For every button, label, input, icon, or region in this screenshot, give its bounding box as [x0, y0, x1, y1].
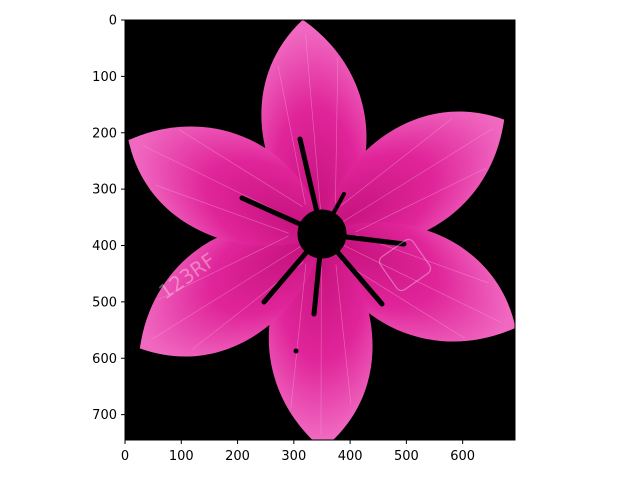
x-tick-label: 400 — [338, 449, 363, 464]
image-area: 123RF — [125, 20, 515, 440]
y-tick-label: 100 — [92, 70, 117, 85]
y-tick-label: 500 — [92, 295, 117, 310]
y-tick-label: 200 — [92, 126, 117, 141]
y-tick-label: 300 — [92, 183, 117, 198]
axes-frame — [124, 19, 516, 441]
y-tick-label: 0 — [109, 14, 117, 29]
x-tick-label: 200 — [225, 449, 250, 464]
x-axis: 0 100 200 300 400 500 600 — [121, 440, 475, 464]
watermark-logo-icon — [378, 238, 432, 292]
y-tick-label: 700 — [92, 408, 117, 423]
x-tick-label: 100 — [169, 449, 194, 464]
petal-spot — [293, 348, 299, 354]
y-tick-label: 600 — [92, 352, 117, 367]
flower-petals — [128, 20, 515, 440]
y-axis: 0 100 200 300 400 500 600 700 — [92, 14, 125, 423]
x-tick-label: 600 — [450, 449, 475, 464]
flower-center — [239, 136, 407, 317]
petal-veins — [142, 34, 502, 435]
x-tick-label: 300 — [281, 449, 306, 464]
x-tick-label: 0 — [121, 449, 129, 464]
y-tick-label: 400 — [92, 239, 117, 254]
x-tick-label: 500 — [394, 449, 419, 464]
